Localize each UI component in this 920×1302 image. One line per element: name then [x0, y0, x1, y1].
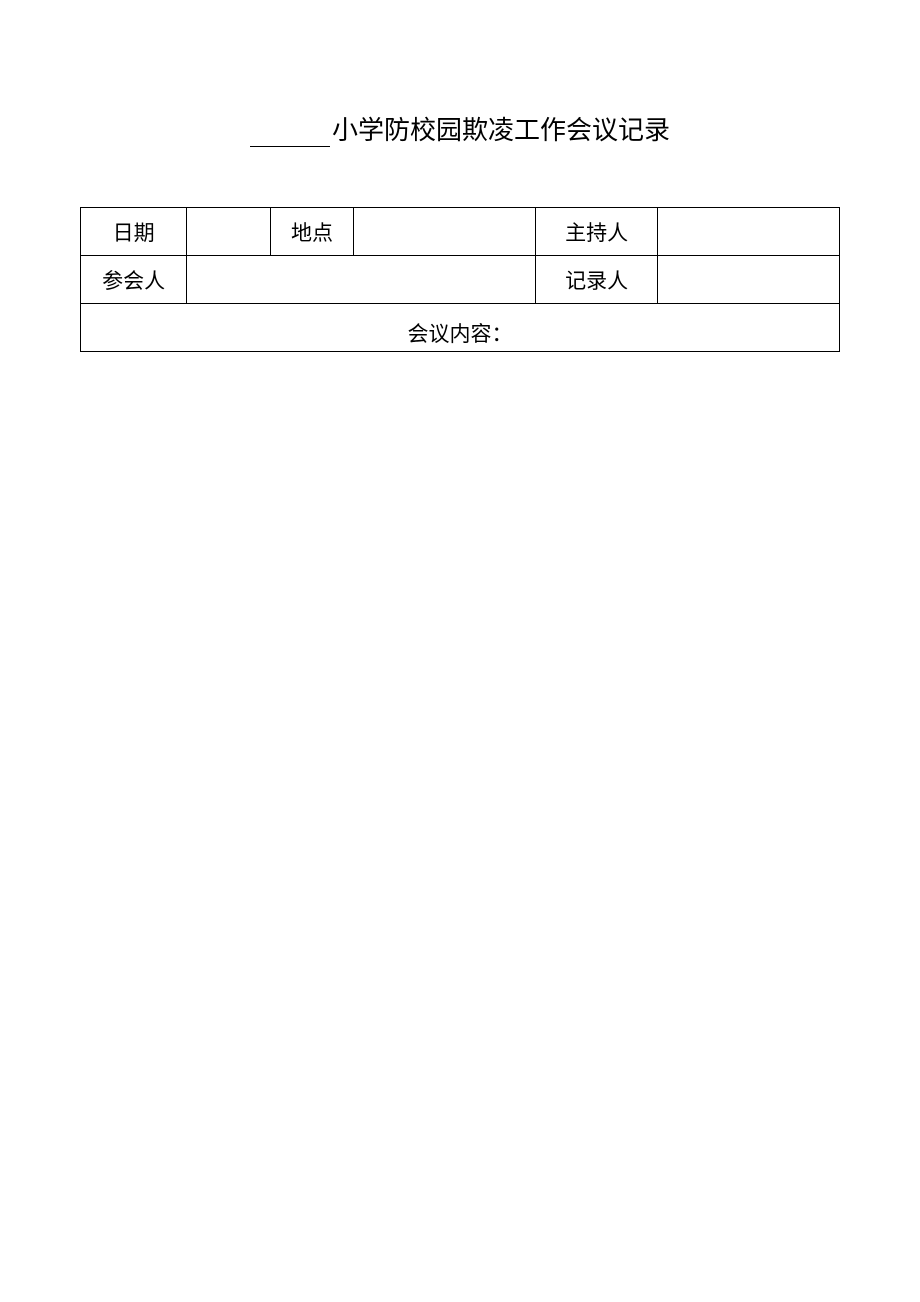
date-label-cell: 日期	[81, 208, 187, 256]
table-row: 会议内容：	[81, 304, 840, 352]
title-text: 小学防校园欺凌工作会议记录	[332, 116, 670, 145]
recorder-value-cell	[657, 256, 839, 304]
table-row: 日期 地点 主持人	[81, 208, 840, 256]
recorder-label-cell: 记录人	[536, 256, 657, 304]
location-label-cell: 地点	[270, 208, 353, 256]
meeting-form-table: 日期 地点 主持人 参会人 记录人 会议内容：	[80, 207, 840, 352]
attendee-label-cell: 参会人	[81, 256, 187, 304]
title-blank-underline	[250, 146, 330, 147]
date-value-cell	[187, 208, 270, 256]
host-value-cell	[657, 208, 839, 256]
page-container: 小学防校园欺凌工作会议记录 日期 地点 主持人 参会人 记录人 会议内容：	[0, 0, 920, 352]
document-title: 小学防校园欺凌工作会议记录	[80, 110, 840, 147]
table-row: 参会人 记录人	[81, 256, 840, 304]
host-label-cell: 主持人	[536, 208, 657, 256]
attendee-value-cell	[187, 256, 536, 304]
location-value-cell	[354, 208, 536, 256]
meeting-content-cell: 会议内容：	[81, 304, 840, 352]
